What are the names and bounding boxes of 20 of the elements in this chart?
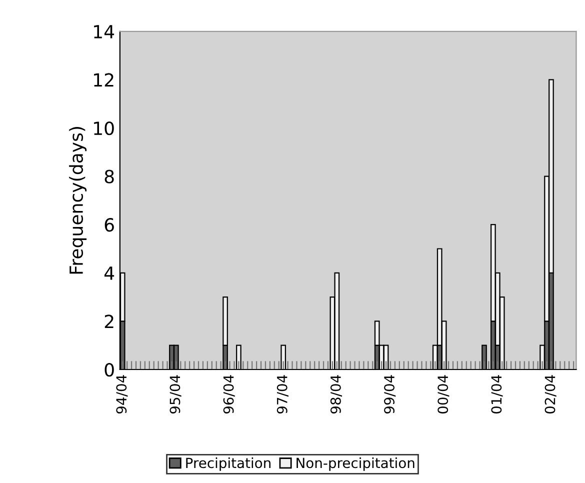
y-tick-label: 14 — [94, 25, 114, 38]
x-tick-label: 01/04 — [491, 375, 503, 414]
y-tick-label: 12 — [94, 73, 114, 87]
y-tick-label: 10 — [94, 121, 114, 136]
x-tick-label: 98/04 — [330, 375, 342, 414]
x-tick-label: 02/04 — [544, 375, 556, 414]
x-tick-label: 94/04 — [116, 375, 128, 414]
y-tick-label: 4 — [104, 266, 114, 280]
x-tick-label: 95/04 — [170, 375, 182, 414]
x-tick-label: 96/04 — [223, 375, 235, 414]
legend-label: Precipitation — [186, 457, 270, 471]
y-tick-label: 0 — [104, 362, 114, 377]
y-tick-label: 6 — [104, 218, 114, 232]
y-axis-title: Frequency(days) — [69, 127, 87, 274]
x-tick-label: 00/04 — [438, 375, 450, 414]
y-tick-label: 2 — [104, 314, 114, 328]
y-tick-label: 8 — [104, 170, 114, 184]
legend-label: Non-precipitation — [296, 457, 414, 471]
x-tick-label: 97/04 — [276, 375, 288, 414]
x-tick-label: 99/04 — [384, 375, 396, 414]
